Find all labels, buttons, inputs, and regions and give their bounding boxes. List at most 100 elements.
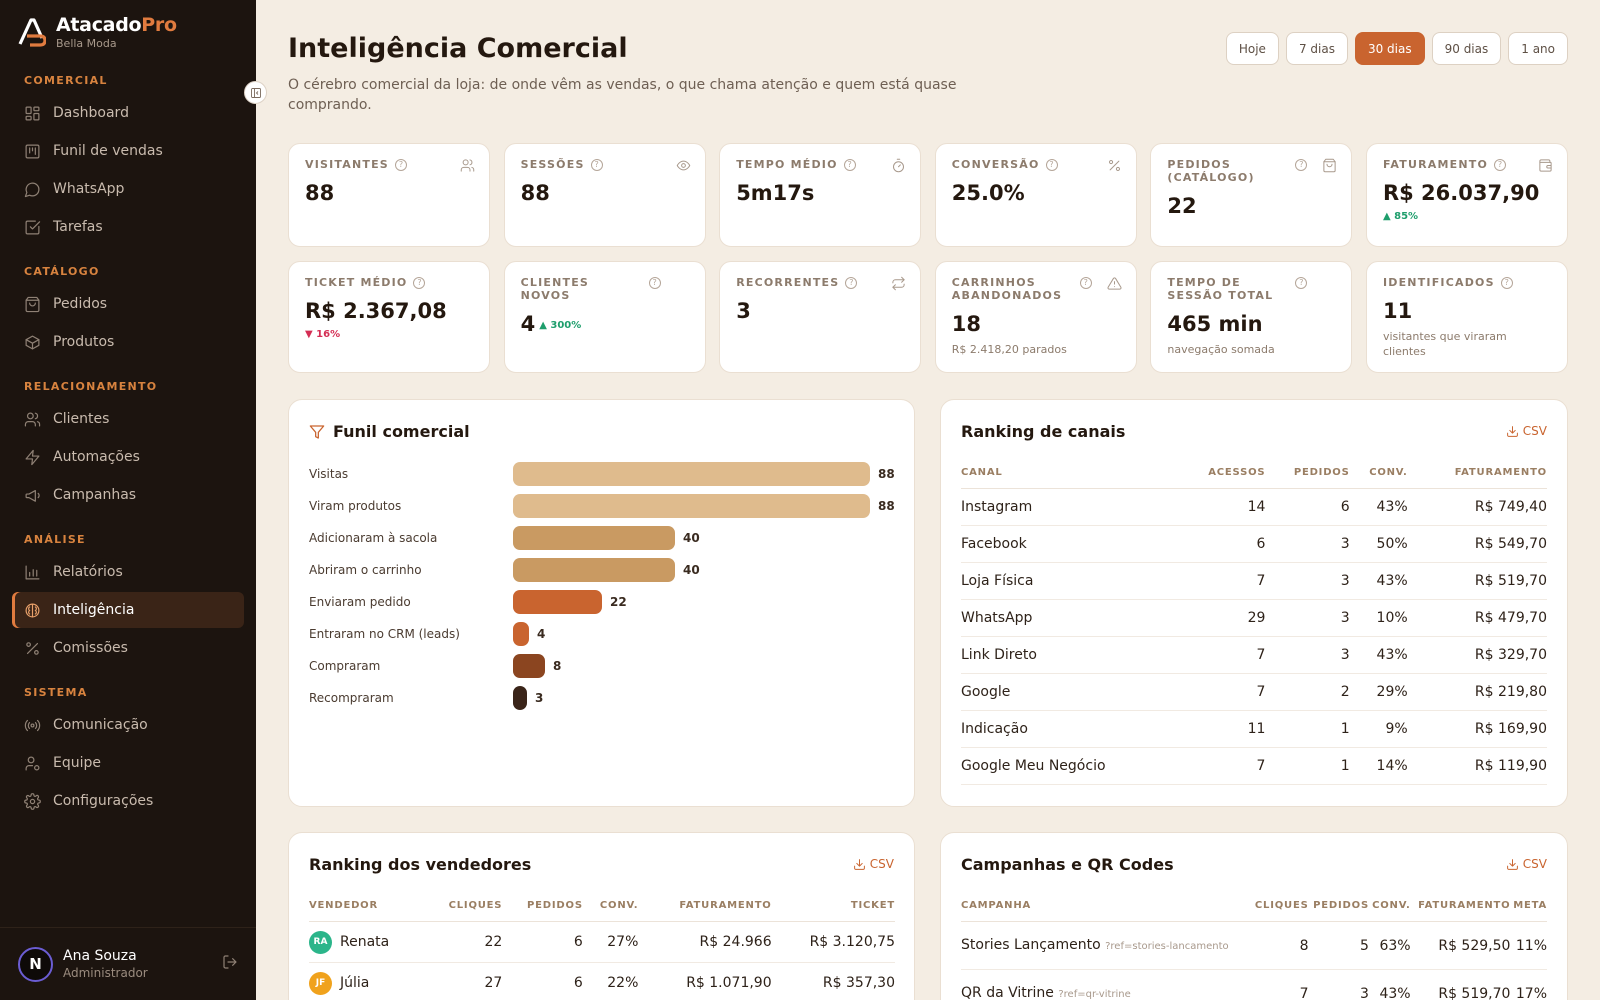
table-row[interactable]: Facebook 6 3 50% R$ 549,70 <box>961 525 1547 563</box>
table-cell: 14 <box>1179 488 1266 526</box>
range-1y-button[interactable]: 1 ano <box>1508 32 1568 65</box>
column-header[interactable]: CANAL <box>961 467 1180 489</box>
range-30d-button[interactable]: 30 dias <box>1354 32 1425 65</box>
help-icon[interactable]: ? <box>413 277 426 289</box>
sellers-panel: Ranking dos vendedores CSV VENDEDOR CLIQU… <box>288 832 915 1000</box>
table-row[interactable]: Instagram 14 6 43% R$ 749,40 <box>961 488 1547 526</box>
repeat-icon <box>891 276 906 295</box>
kpi-value: 11 <box>1382 299 1413 323</box>
help-icon[interactable]: ? <box>394 159 407 171</box>
table-row[interactable]: RA Renata 22 6 27% R$ 24.966 R$ 3.120,75 <box>309 921 895 963</box>
table-row[interactable]: Loja Física 7 3 43% R$ 519,70 <box>961 562 1547 600</box>
table-cell: 29% <box>1349 673 1408 711</box>
sidebar-item-automacoes[interactable]: Automações <box>12 439 244 475</box>
kpi-card-identificados: IDENTIFICADOS? 11 visitantes que viraram… <box>1365 261 1568 373</box>
range-today-button[interactable]: Hoje <box>1225 32 1279 65</box>
csv-export-button[interactable]: CSV <box>1506 857 1547 871</box>
sidebar-item-pedidos[interactable]: Pedidos <box>12 286 244 322</box>
page-subtitle: O cérebro comercial da loja: de onde vêm… <box>288 77 957 113</box>
column-header[interactable]: PEDIDOS <box>502 900 583 922</box>
bar-chart-icon <box>25 565 40 579</box>
kpi-value: 22 <box>1167 194 1197 218</box>
sidebar-item-label: Relatórios <box>53 564 123 580</box>
kpi-label: FATURAMENTO <box>1382 158 1489 171</box>
help-icon[interactable]: ? <box>845 277 858 289</box>
column-header[interactable]: CLIQUES <box>424 900 503 922</box>
table-cell: R$ 219,80 <box>1407 673 1547 711</box>
help-icon[interactable]: ? <box>843 159 856 171</box>
column-header[interactable]: META <box>1510 900 1547 922</box>
table-row[interactable]: Link Direto 7 3 43% R$ 329,70 <box>961 636 1547 674</box>
sidebar-item-configuracoes[interactable]: Configurações <box>12 783 244 819</box>
table-row[interactable]: QR da Vitrine ?ref=qr-vitrine 7 3 43% R$ 519… <box>961 969 1547 1000</box>
table-cell: 6 <box>1179 525 1266 563</box>
table-row[interactable]: Indicação 11 1 9% R$ 169,90 <box>961 710 1547 748</box>
help-icon[interactable]: ? <box>1295 277 1308 289</box>
sidebar-item-comissoes[interactable]: Comissões <box>12 630 244 666</box>
sidebar-item-inteligencia[interactable]: Inteligência <box>12 592 244 628</box>
column-header[interactable]: CLIQUES <box>1250 900 1309 922</box>
column-header[interactable]: FATURAMENTO <box>1407 467 1547 489</box>
help-icon[interactable]: ? <box>590 159 603 171</box>
sidebar-item-campanhas[interactable]: Campanhas <box>12 477 244 513</box>
sidebar-item-dashboard[interactable]: Dashboard <box>12 95 244 131</box>
sidebar-item-clientes[interactable]: Clientes <box>12 401 244 437</box>
sidebar-item-whatsapp[interactable]: WhatsApp <box>12 171 244 207</box>
table-cell: 7 <box>1250 969 1309 1000</box>
sidebar-item-relatorios[interactable]: Relatórios <box>12 554 244 590</box>
column-header[interactable]: FATURAMENTO <box>638 900 772 922</box>
column-header[interactable]: VENDEDOR <box>309 900 425 922</box>
sidebar-item-tarefas[interactable]: Tarefas <box>12 209 244 245</box>
user-profile[interactable]: N Ana Souza Administrador <box>0 927 256 1000</box>
column-header[interactable]: CONV. <box>1368 900 1411 922</box>
funnel-step-value: 8 <box>553 659 562 673</box>
sidebar: AtacadoPro Bella Moda COMERCIAL Dashboar… <box>0 0 256 1000</box>
table-row[interactable]: Google Meu Negócio 7 1 14% R$ 119,90 <box>961 747 1547 785</box>
table-cell: R$ 519,70 <box>1410 969 1511 1000</box>
table-row[interactable]: Google 7 2 29% R$ 219,80 <box>961 673 1547 711</box>
table-row[interactable]: JF Júlia 27 6 22% R$ 1.071,90 R$ 357,30 <box>309 962 895 1000</box>
kpi-value: 3 <box>736 299 751 323</box>
range-7d-button[interactable]: 7 dias <box>1285 32 1348 65</box>
sidebar-item-label: Comissões <box>53 640 128 656</box>
date-range-selector: Hoje 7 dias 30 dias 90 dias 1 ano <box>1225 32 1568 65</box>
column-header[interactable]: PEDIDOS <box>1265 467 1350 489</box>
csv-export-button[interactable]: CSV <box>853 857 894 871</box>
column-header[interactable]: PEDIDOS <box>1308 900 1369 922</box>
column-header[interactable]: CONV. <box>1349 467 1408 489</box>
help-icon[interactable]: ? <box>1079 277 1092 289</box>
column-header[interactable]: CONV. <box>582 900 639 922</box>
table-cell: 8 <box>1250 921 1309 970</box>
zap-icon <box>25 449 40 465</box>
table-cell: R$ 519,70 <box>1407 562 1547 600</box>
column-header[interactable]: ACESSOS <box>1179 467 1266 489</box>
table-row[interactable]: Stories Lançamento ?ref=stories-lancamen… <box>961 921 1547 970</box>
sidebar-item-produtos[interactable]: Produtos <box>12 324 244 360</box>
help-icon[interactable]: ? <box>1295 159 1308 171</box>
column-header[interactable]: TICKET <box>771 900 895 922</box>
table-cell: 3 <box>1308 969 1369 1000</box>
column-header[interactable]: FATURAMENTO <box>1410 900 1511 922</box>
help-icon[interactable]: ? <box>1494 159 1507 171</box>
table-cell: 43% <box>1349 562 1408 600</box>
sellers-table: VENDEDOR CLIQUES PEDIDOS CONV. FATURAMENTO TI… <box>309 900 895 1000</box>
sidebar-item-funil[interactable]: Funil de vendas <box>12 133 244 169</box>
table-cell: 1 <box>1265 710 1350 748</box>
table-row[interactable]: WhatsApp 29 3 10% R$ 479,70 <box>961 599 1547 637</box>
kpi-value: 5m17s <box>736 181 815 205</box>
kpi-label: TICKET MÉDIO <box>305 276 408 289</box>
table-cell: 43% <box>1349 488 1408 526</box>
collapse-sidebar-button[interactable] <box>244 81 267 104</box>
help-icon[interactable]: ? <box>1045 159 1058 171</box>
sidebar-item-equipe[interactable]: Equipe <box>12 745 244 781</box>
sidebar-item-label: Inteligência <box>53 602 135 618</box>
brand[interactable]: AtacadoPro Bella Moda <box>18 14 177 50</box>
range-90d-button[interactable]: 90 dias <box>1431 32 1502 65</box>
help-icon[interactable]: ? <box>1500 277 1513 289</box>
sidebar-item-comunicacao[interactable]: Comunicação <box>12 707 244 743</box>
column-header[interactable]: CAMPANHA <box>961 900 1251 922</box>
help-icon[interactable]: ? <box>648 277 661 289</box>
csv-export-button[interactable]: CSV <box>1506 424 1547 438</box>
sidebar-item-label: Comunicação <box>53 717 148 733</box>
logout-button[interactable] <box>222 954 238 974</box>
